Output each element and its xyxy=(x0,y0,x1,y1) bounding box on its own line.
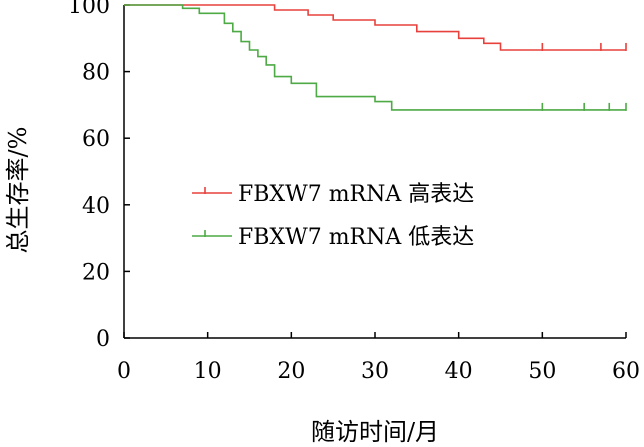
x-tick-label: 50 xyxy=(528,359,556,384)
series-1 xyxy=(124,4,627,51)
y-tick-label: 80 xyxy=(82,61,110,86)
x-tick-label: 10 xyxy=(194,359,222,384)
series-layer xyxy=(124,4,627,111)
legend-item-2: FBXW7 mRNA 低表达 xyxy=(192,225,474,250)
x-tick-label: 30 xyxy=(361,359,389,384)
legend-item-1: FBXW7 mRNA 高表达 xyxy=(192,182,474,207)
x-axis-label: 随访时间/月 xyxy=(311,418,439,446)
series-line xyxy=(124,4,626,51)
y-tick-label: 40 xyxy=(82,194,110,219)
y-axis-label: 总生存率/% xyxy=(4,127,32,254)
legend: FBXW7 mRNA 高表达 FBXW7 mRNA 低表达 xyxy=(192,182,474,250)
axes: 0 20 40 60 80 100 0 10 20 30 40 50 60 xyxy=(68,0,640,384)
y-tick-label: 0 xyxy=(96,327,110,352)
x-tick-label: 40 xyxy=(445,359,473,384)
x-tick-label: 60 xyxy=(612,359,640,384)
y-tick-label: 60 xyxy=(82,127,110,152)
legend-label: FBXW7 mRNA 高表达 xyxy=(238,182,474,207)
x-tick-label: 0 xyxy=(117,359,131,384)
series-line xyxy=(124,4,626,111)
y-tick-label: 100 xyxy=(68,0,110,19)
legend-label: FBXW7 mRNA 低表达 xyxy=(238,225,474,250)
y-tick-label: 20 xyxy=(82,260,110,285)
series-2 xyxy=(124,4,627,111)
x-tick-label: 20 xyxy=(277,359,305,384)
